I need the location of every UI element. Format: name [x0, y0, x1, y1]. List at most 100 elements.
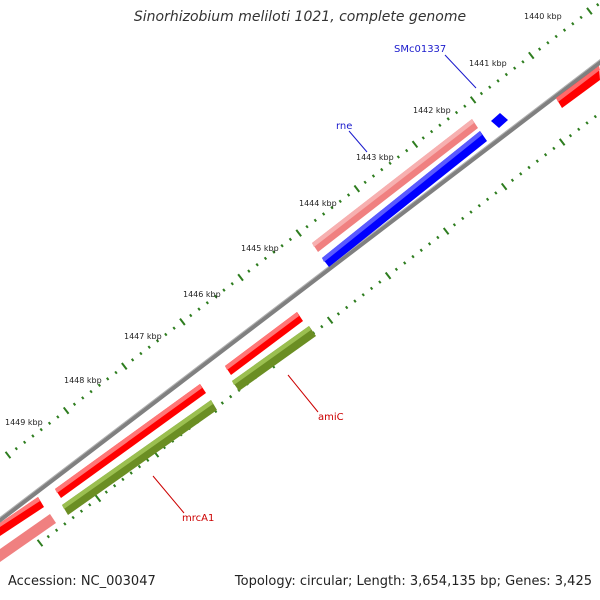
gene-light-bottom[interactable]	[0, 514, 56, 562]
tick-label: 1445 kbp	[241, 244, 279, 253]
inner-ring-minor-tick	[577, 127, 581, 132]
amic-leader-line	[287, 374, 319, 413]
inner-ring-major-tick	[36, 539, 44, 547]
inner-ring-minor-tick	[121, 477, 125, 482]
genome-summary-text: Topology: circular; Length: 3,654,135 bp…	[234, 574, 592, 589]
outer-ring-minor-tick	[479, 91, 484, 96]
outer-ring-minor-tick	[263, 256, 268, 261]
outer-ring-minor-tick	[155, 339, 160, 343]
outer-ring-minor-tick	[405, 148, 409, 153]
outer-ring-minor-tick	[272, 250, 276, 254]
inner-ring-minor-tick	[568, 133, 573, 138]
inner-ring-minor-tick	[543, 153, 548, 157]
outer-ring-major-tick	[586, 7, 593, 15]
inner-ring-major-tick	[326, 316, 334, 325]
gene-amic-red[interactable]	[225, 312, 303, 375]
inner-ring-minor-tick	[63, 522, 67, 526]
inner-ring-minor-tick	[436, 235, 440, 240]
tick-label: 1440 kbp	[524, 12, 562, 21]
inner-ring-minor-tick	[552, 146, 556, 151]
inner-ring-minor-tick	[104, 490, 108, 494]
inner-ring-minor-tick	[394, 267, 399, 272]
inner-ring-minor-tick	[353, 299, 357, 303]
inner-ring-minor-tick	[137, 464, 142, 469]
inner-ring-minor-tick	[378, 280, 382, 284]
outer-ring-major-tick	[353, 184, 361, 193]
gene-rne-light[interactable]	[312, 119, 478, 252]
inner-ring-minor-tick	[585, 121, 589, 125]
outer-ring-minor-tick	[205, 301, 209, 305]
tick-label: 1441 kbp	[469, 59, 507, 68]
inner-ring-major-tick	[94, 494, 102, 503]
tick-label: 1447 kbp	[124, 332, 162, 341]
gene-label-smc01337[interactable]: SMc01337	[394, 44, 446, 55]
outer-ring-minor-tick	[521, 60, 525, 64]
tick-label: 1442 kbp	[413, 106, 451, 115]
inner-ring-major-tick	[384, 271, 392, 280]
gene-rne-blue[interactable]	[322, 131, 487, 267]
outer-ring-minor-tick	[97, 383, 102, 387]
outer-ring-minor-tick	[214, 294, 218, 299]
outer-ring-minor-tick	[305, 224, 309, 229]
smc-leader-line	[444, 54, 477, 89]
inner-ring-minor-tick	[427, 242, 432, 246]
outer-ring-minor-tick	[230, 282, 234, 286]
outer-dotted-ring	[4, 3, 600, 459]
inner-ring-minor-tick	[129, 471, 133, 475]
inner-ring-minor-tick	[419, 248, 423, 252]
outer-ring-minor-tick	[139, 351, 143, 356]
outer-ring-minor-tick	[513, 66, 517, 70]
inner-ring-minor-tick	[411, 254, 415, 259]
outer-ring-minor-tick	[496, 79, 500, 83]
outer-ring-minor-tick	[388, 161, 392, 166]
outer-ring-minor-tick	[562, 28, 567, 32]
outer-ring-minor-tick	[22, 440, 27, 445]
inner-ring-minor-tick	[369, 286, 374, 291]
inner-ring-major-tick	[442, 227, 450, 235]
tick-label: 1443 kbp	[356, 153, 394, 162]
outer-ring-major-tick	[237, 273, 244, 282]
genome-title: Sinorhizobium meliloti 1021, complete ge…	[133, 9, 467, 25]
outer-ring-major-tick	[469, 96, 477, 104]
outer-ring-major-tick	[411, 140, 419, 149]
inner-ring-minor-tick	[494, 191, 498, 195]
gene-label-rne[interactable]: rne	[336, 121, 352, 132]
inner-ring-minor-tick	[403, 261, 407, 265]
accession-text: Accession: NC_003047	[8, 574, 156, 589]
gene-label-amic[interactable]: amiC	[318, 412, 344, 423]
outer-ring-minor-tick	[255, 263, 259, 267]
outer-ring-minor-tick	[438, 123, 442, 127]
inner-ring-minor-tick	[593, 114, 597, 119]
outer-ring-minor-tick	[56, 415, 60, 419]
gene-mrca-green[interactable]	[62, 400, 217, 515]
inner-ring-minor-tick	[146, 458, 150, 462]
tick-label: 1446 kbp	[183, 290, 221, 299]
gene-smc01337-blue[interactable]	[491, 113, 508, 128]
gene-label-mrca1[interactable]: mrcA1	[182, 513, 214, 524]
inner-ring-minor-tick	[361, 293, 365, 297]
inner-dotted-ring	[36, 114, 597, 547]
inner-ring-minor-tick	[220, 401, 224, 405]
outer-ring-minor-tick	[488, 85, 492, 89]
outer-ring-minor-tick	[164, 332, 168, 337]
outer-ring-major-tick	[295, 229, 302, 237]
gene-mrca-red[interactable]	[55, 384, 206, 498]
outer-ring-minor-tick	[222, 288, 226, 292]
outer-ring-minor-tick	[288, 237, 293, 242]
outer-ring-minor-tick	[546, 41, 550, 45]
gene-red-bottom[interactable]	[0, 497, 44, 536]
outer-ring-major-tick	[121, 362, 128, 371]
inner-ring-minor-tick	[79, 509, 84, 513]
outer-ring-minor-tick	[130, 358, 135, 362]
inner-ring-minor-tick	[527, 165, 531, 170]
outer-ring-minor-tick	[504, 72, 508, 77]
outer-ring-minor-tick	[321, 212, 326, 216]
inner-ring-minor-tick	[228, 394, 233, 399]
gene-amic-green[interactable]	[232, 326, 316, 391]
gene-sm-red-top[interactable]	[556, 66, 600, 108]
outer-ring-minor-tick	[571, 22, 575, 26]
inner-ring-minor-tick	[345, 305, 349, 310]
outer-ring-minor-tick	[371, 174, 376, 178]
